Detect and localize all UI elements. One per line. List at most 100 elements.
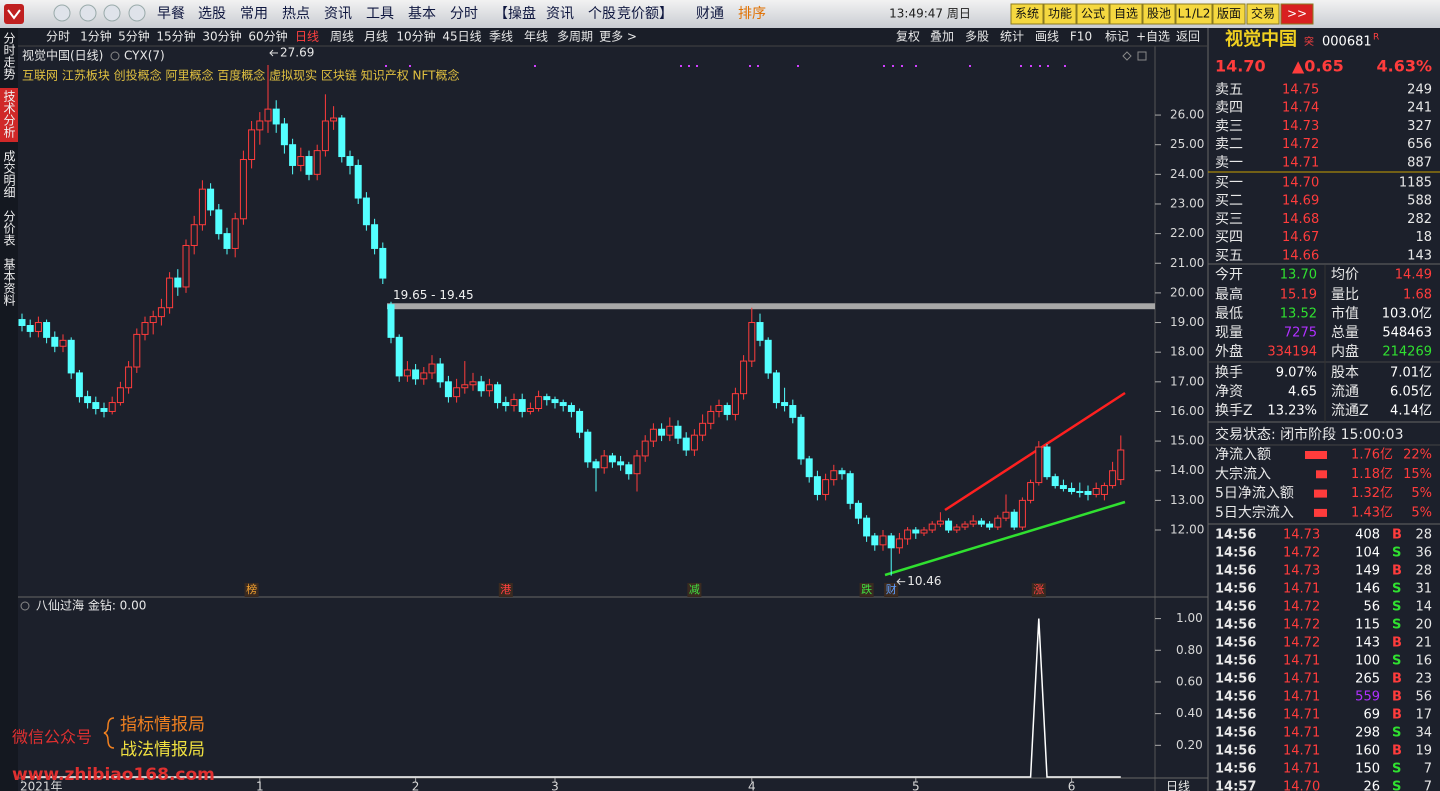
candle-body xyxy=(1051,476,1059,487)
tool-button[interactable]: 叠加 xyxy=(930,30,954,44)
x-tick-label: 4 xyxy=(748,780,756,791)
tick-volume: 146 xyxy=(1355,582,1380,597)
tool-button[interactable]: 复权 xyxy=(896,30,920,44)
tool-button[interactable]: 画线 xyxy=(1035,30,1059,44)
period-tab[interactable]: 多周期 xyxy=(557,30,593,44)
menu-button[interactable]: 系统 xyxy=(1015,7,1039,21)
stat-value: 14.49 xyxy=(1395,268,1432,283)
menu-button[interactable]: 公式 xyxy=(1081,7,1105,21)
candle-body xyxy=(428,363,436,374)
menu-item[interactable]: 个股 xyxy=(588,6,616,22)
right-panel-lines xyxy=(1208,171,1440,525)
period-tab[interactable]: 45日线 xyxy=(442,30,481,44)
period-tab[interactable]: 5分钟 xyxy=(118,29,150,44)
menu-button[interactable]: 版面 xyxy=(1217,7,1241,21)
period-tab[interactable]: 周线 xyxy=(330,30,354,44)
menu-item[interactable]: 资讯 xyxy=(324,6,352,22)
tool-button[interactable]: F10 xyxy=(1070,30,1092,44)
menu-button-bg[interactable] xyxy=(1212,3,1246,25)
candle-body xyxy=(116,387,124,404)
tool-button[interactable]: +自选 xyxy=(1136,30,1170,44)
menu-button-bg[interactable] xyxy=(1010,3,1044,25)
indicator-title: 八仙过海 金钻: 0.00 xyxy=(36,598,146,613)
menu-item[interactable]: 竞价额】 xyxy=(617,5,673,22)
menu-item[interactable]: 基本 xyxy=(408,5,436,22)
flow-value: 1.18亿 xyxy=(1351,467,1393,482)
sidebar-tab[interactable]: 成交明细 xyxy=(2,150,16,198)
menu-item[interactable]: 分时 xyxy=(450,6,478,22)
period-tab[interactable]: 10分钟 xyxy=(396,29,435,44)
period-tab[interactable]: 30分钟 xyxy=(202,29,241,44)
menu-item[interactable]: 财通 xyxy=(696,6,724,22)
tick-side: B xyxy=(1392,672,1402,687)
period-tab[interactable]: 日线 xyxy=(295,30,319,44)
candle-body xyxy=(584,431,592,463)
menu-item[interactable]: 资讯 xyxy=(546,6,574,22)
menu-button[interactable]: 股池 xyxy=(1147,7,1171,21)
candle-body xyxy=(239,159,247,220)
tick-count: 7 xyxy=(1424,762,1432,777)
annotation-arrow-head xyxy=(896,578,901,586)
period-tab[interactable]: 60分钟 xyxy=(248,29,287,44)
tool-button[interactable]: 标记 xyxy=(1105,30,1129,44)
menu-item[interactable]: 工具 xyxy=(366,6,394,22)
tool-button[interactable]: 多股 xyxy=(965,30,989,44)
menu-button[interactable]: L1/L2 xyxy=(1178,7,1211,21)
period-tab[interactable]: 15分钟 xyxy=(156,29,195,44)
menu-button-bg[interactable] xyxy=(1142,3,1176,25)
sidebar-tab-active[interactable] xyxy=(0,88,18,142)
stat-value: 13.23% xyxy=(1267,404,1317,419)
tick-side: B xyxy=(1392,636,1402,651)
tick-time: 14:56 xyxy=(1215,654,1256,669)
menu-button-bg[interactable] xyxy=(1109,3,1143,25)
menu-item[interactable]: 选股 xyxy=(198,6,226,22)
period-tab[interactable]: 分时 xyxy=(46,30,70,44)
candle-body xyxy=(436,363,444,383)
menu-button-bg[interactable] xyxy=(1175,3,1213,25)
toolbar xyxy=(18,28,1208,46)
candle-body xyxy=(198,188,206,226)
menu-button[interactable]: >> xyxy=(1287,7,1307,21)
tick-side: B xyxy=(1392,708,1402,723)
menu-item[interactable]: 早餐 xyxy=(157,6,185,22)
nav-buttons[interactable] xyxy=(53,4,146,22)
menu-item[interactable]: 【操盘 xyxy=(494,5,536,22)
period-tab[interactable]: 月线 xyxy=(364,30,388,44)
candle-body xyxy=(420,372,428,380)
tick-count: 17 xyxy=(1415,708,1432,723)
menu-button[interactable]: 自选 xyxy=(1114,7,1138,21)
candle-body xyxy=(1084,490,1092,495)
sidebar-tab[interactable]: 分价表 xyxy=(2,210,16,246)
period-tab[interactable]: 季线 xyxy=(489,30,513,44)
sidebar-tab[interactable]: 基本资料 xyxy=(2,258,16,306)
candle-body xyxy=(608,455,616,463)
menu-button-bg[interactable] xyxy=(1280,3,1314,25)
menu-button-bg[interactable] xyxy=(1043,3,1077,25)
menu-item[interactable]: 排序 xyxy=(738,6,766,22)
stat-label: 总量 xyxy=(1331,325,1359,341)
tool-button[interactable]: 返回 xyxy=(1176,30,1200,44)
period-tab[interactable]: 1分钟 xyxy=(80,29,112,44)
candle-body xyxy=(1035,446,1043,484)
menu-button[interactable]: 交易 xyxy=(1251,6,1275,21)
tick-time: 14:56 xyxy=(1215,762,1256,777)
sidebar-tab[interactable]: 技术分析 xyxy=(2,90,16,139)
pane-icons[interactable] xyxy=(20,51,1147,611)
menu-item[interactable]: 热点 xyxy=(282,6,310,22)
tool-button[interactable]: 统计 xyxy=(1000,30,1024,44)
menu-item[interactable]: 常用 xyxy=(240,6,268,22)
y-tick-label: 25.00 xyxy=(1170,137,1204,151)
menu-button[interactable]: 功能 xyxy=(1048,7,1072,21)
menu-button-bg[interactable] xyxy=(1246,3,1280,25)
sidebar-tab[interactable]: 分时走势 xyxy=(2,32,16,80)
menu-button-bg[interactable] xyxy=(1076,3,1110,25)
tick-price: 14.72 xyxy=(1283,546,1320,561)
event-marker: 榜 xyxy=(246,582,257,596)
period-tab[interactable]: 更多 > xyxy=(599,30,637,44)
period-tab[interactable]: 年线 xyxy=(524,30,548,44)
candle-body xyxy=(1092,488,1100,495)
book-label: 买一 xyxy=(1215,175,1243,191)
candle-body xyxy=(354,164,362,199)
stat-value: 334194 xyxy=(1267,345,1317,360)
